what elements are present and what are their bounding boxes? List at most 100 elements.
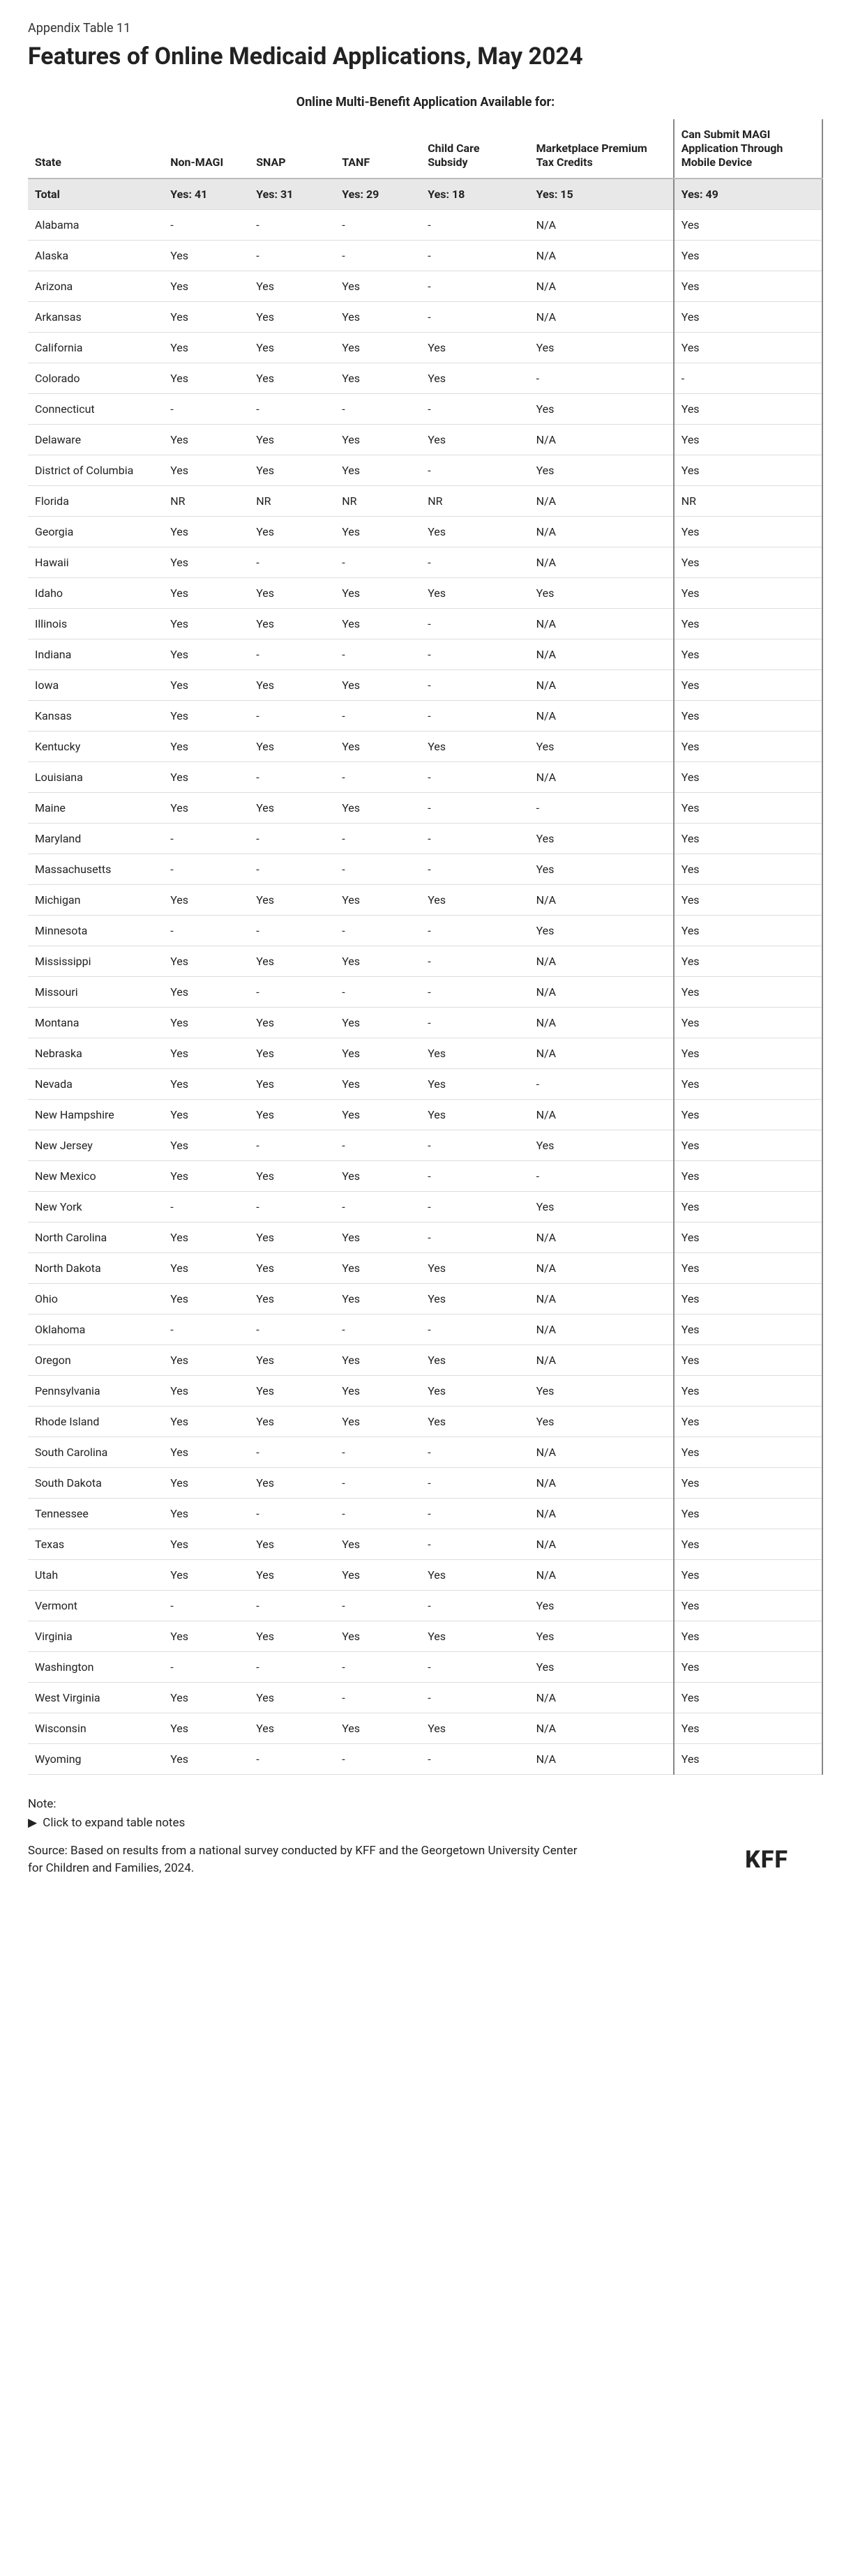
cell-mobile: Yes xyxy=(674,976,823,1007)
col-snap[interactable]: SNAP xyxy=(249,119,335,179)
cell-nonmagi: - xyxy=(163,209,249,240)
cell-childcare: Yes xyxy=(421,1283,529,1314)
cell-state: Utah xyxy=(28,1559,163,1590)
cell-state: Kansas xyxy=(28,700,163,731)
cell-fo xyxy=(822,240,823,271)
cell-tanf: - xyxy=(335,547,421,577)
cell-childcare: Yes xyxy=(421,1406,529,1437)
cell-nonmagi: Yes xyxy=(163,946,249,976)
cell-fo xyxy=(822,1314,823,1344)
cell-fo xyxy=(822,1682,823,1713)
cell-nonmagi: - xyxy=(163,915,249,946)
cell-mobile: Yes xyxy=(674,915,823,946)
cell-childcare: Yes xyxy=(421,363,529,393)
cell-mobile: Yes xyxy=(674,424,823,455)
table-row: IndianaYes---N/AYes xyxy=(28,639,823,669)
expand-notes[interactable]: ▶ Click to expand table notes xyxy=(28,1814,823,1833)
table-row: Minnesota----YesYes xyxy=(28,915,823,946)
table-row: MichiganYesYesYesYesN/AYes xyxy=(28,884,823,915)
col-mobile[interactable]: Can Submit MAGI Application Through Mobi… xyxy=(674,119,823,179)
col-state[interactable]: State xyxy=(28,119,163,179)
cell-tanf: Yes xyxy=(335,332,421,363)
table-row: PennsylvaniaYesYesYesYesYesYes xyxy=(28,1375,823,1406)
cell-marketplace: Yes xyxy=(529,332,674,363)
cell-fo xyxy=(822,1068,823,1099)
col-fo[interactable]: Fo xyxy=(822,119,823,179)
cell-nonmagi: Yes xyxy=(163,700,249,731)
cell-tanf: - xyxy=(335,976,421,1007)
cell-state: Indiana xyxy=(28,639,163,669)
cell-nonmagi: Yes xyxy=(163,424,249,455)
table-row: KansasYes---N/AYes xyxy=(28,700,823,731)
table-row: New MexicoYesYesYes--Yes xyxy=(28,1160,823,1191)
cell-state: Delaware xyxy=(28,424,163,455)
cell-mobile: Yes xyxy=(674,1314,823,1344)
cell-snap: - xyxy=(249,1314,335,1344)
cell-snap: - xyxy=(249,209,335,240)
cell-marketplace: Yes xyxy=(529,915,674,946)
cell-fo xyxy=(822,1038,823,1068)
cell-fo xyxy=(822,1344,823,1375)
cell-tanf: - xyxy=(335,915,421,946)
cell-snap: - xyxy=(249,762,335,792)
cell-snap: - xyxy=(249,1130,335,1160)
cell-childcare: - xyxy=(421,455,529,485)
table-row: OhioYesYesYesYesN/AYes xyxy=(28,1283,823,1314)
cell-tanf: - xyxy=(335,700,421,731)
cell-snap: Yes xyxy=(249,1099,335,1130)
cell-state: Pennsylvania xyxy=(28,1375,163,1406)
cell-tanf: Yes xyxy=(335,1283,421,1314)
table-row: Maryland----YesYes xyxy=(28,823,823,854)
cell-state: Montana xyxy=(28,1007,163,1038)
cell-nonmagi: - xyxy=(163,854,249,884)
cell-nonmagi: Yes xyxy=(163,547,249,577)
col-marketplace[interactable]: Marketplace Premium Tax Credits xyxy=(529,119,674,179)
cell-tanf: Yes xyxy=(335,1007,421,1038)
cell-snap: - xyxy=(249,976,335,1007)
cell-snap: Yes xyxy=(249,363,335,393)
cell-tanf: Yes xyxy=(335,1406,421,1437)
cell-marketplace: N/A xyxy=(529,608,674,639)
total-snap: Yes: 31 xyxy=(249,179,335,210)
data-table: State Non-MAGI SNAP TANF Child Care Subs… xyxy=(28,119,823,1775)
table-row: South DakotaYesYes--N/AYes xyxy=(28,1467,823,1498)
cell-nonmagi: Yes xyxy=(163,1682,249,1713)
cell-mobile: Yes xyxy=(674,1651,823,1682)
cell-tanf: NR xyxy=(335,485,421,516)
cell-state: Hawaii xyxy=(28,547,163,577)
cell-tanf: Yes xyxy=(335,669,421,700)
cell-childcare: - xyxy=(421,1314,529,1344)
cell-childcare: - xyxy=(421,762,529,792)
cell-state: California xyxy=(28,332,163,363)
cell-childcare: - xyxy=(421,1498,529,1529)
cell-mobile: Yes xyxy=(674,700,823,731)
cell-childcare: - xyxy=(421,301,529,332)
cell-snap: Yes xyxy=(249,455,335,485)
cell-tanf: Yes xyxy=(335,1160,421,1191)
cell-childcare: - xyxy=(421,393,529,424)
table-row: ArizonaYesYesYes-N/AYes xyxy=(28,271,823,301)
cell-mobile: Yes xyxy=(674,1222,823,1252)
cell-tanf: - xyxy=(335,1314,421,1344)
col-nonmagi[interactable]: Non-MAGI xyxy=(163,119,249,179)
cell-fo xyxy=(822,1130,823,1160)
cell-nonmagi: Yes xyxy=(163,639,249,669)
table-row: WisconsinYesYesYesYesN/AYes xyxy=(28,1713,823,1743)
cell-snap: Yes xyxy=(249,1160,335,1191)
cell-state: Georgia xyxy=(28,516,163,547)
cell-fo xyxy=(822,1375,823,1406)
table-row: South CarolinaYes---N/AYes xyxy=(28,1437,823,1467)
table-row: NebraskaYesYesYesYesN/AYes xyxy=(28,1038,823,1068)
col-tanf[interactable]: TANF xyxy=(335,119,421,179)
cell-fo xyxy=(822,976,823,1007)
cell-fo xyxy=(822,1406,823,1437)
cell-snap: Yes xyxy=(249,792,335,823)
cell-tanf: Yes xyxy=(335,271,421,301)
col-childcare[interactable]: Child Care Subsidy xyxy=(421,119,529,179)
cell-state: North Carolina xyxy=(28,1222,163,1252)
cell-state: Texas xyxy=(28,1529,163,1559)
table-row: KentuckyYesYesYesYesYesYes xyxy=(28,731,823,762)
cell-nonmagi: Yes xyxy=(163,1437,249,1467)
cell-fo xyxy=(822,792,823,823)
table-row: TexasYesYesYes-N/AYes xyxy=(28,1529,823,1559)
